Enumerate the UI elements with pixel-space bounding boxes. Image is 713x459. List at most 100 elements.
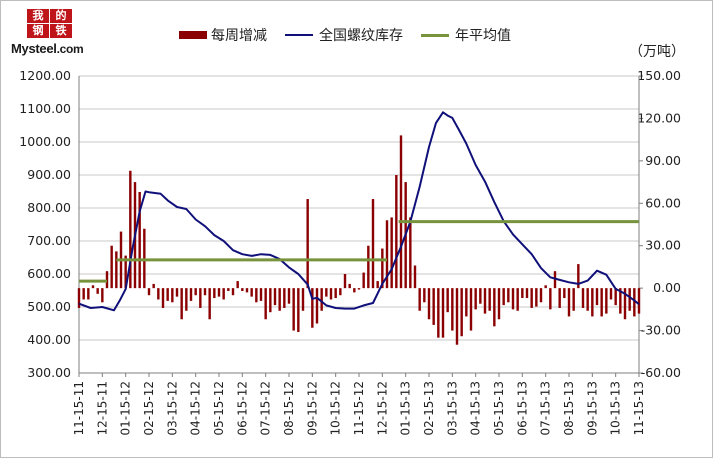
y-left-tick-label: 700.00 <box>27 233 71 248</box>
bar <box>129 170 132 289</box>
x-tick-label: 04-15-13 <box>469 381 483 435</box>
bar <box>166 288 169 301</box>
bar <box>269 288 272 313</box>
bar <box>185 288 188 311</box>
x-tick-label: 05-15-12 <box>212 381 226 435</box>
x-tick-label: 12-15-12 <box>375 381 389 435</box>
bar <box>152 283 155 289</box>
chart-legend: 每周增减 全国螺纹库存 年平均值 <box>179 25 529 45</box>
bar <box>101 288 104 303</box>
x-tick-label: 09-15-12 <box>305 381 319 435</box>
bar <box>348 283 351 289</box>
y-left-tick-label: 500.00 <box>27 299 71 314</box>
legend-label-bars: 每周增减 <box>211 28 267 44</box>
y-left-tick-label: 800.00 <box>27 200 71 215</box>
logo-char: 钢 <box>27 24 49 38</box>
inventory-line <box>78 111 640 312</box>
bar <box>376 281 379 289</box>
bar <box>250 288 253 297</box>
bar <box>82 288 85 300</box>
bar <box>623 288 627 320</box>
logo-char: 铁 <box>50 24 72 38</box>
bar <box>432 288 435 325</box>
bar <box>460 288 463 337</box>
bar <box>208 288 211 320</box>
x-tick-label: 04-15-12 <box>189 381 203 435</box>
bar <box>577 264 580 289</box>
y-right-tick-label: 30.00 <box>645 238 681 253</box>
bar <box>488 288 491 311</box>
mysteel-logo: 我 的 钢 铁 Mysteel.com <box>11 7 95 57</box>
bar <box>567 288 571 317</box>
bar <box>586 288 589 311</box>
bar <box>301 288 305 311</box>
right-axis-unit: （万吨） <box>629 44 685 60</box>
logo-char: 的 <box>50 9 72 23</box>
bar <box>418 288 421 311</box>
bar <box>287 288 291 304</box>
bar <box>581 288 585 308</box>
bar <box>437 288 440 338</box>
y-left-tick-label: 300.00 <box>27 365 71 380</box>
y-left-tick-label: 400.00 <box>27 332 71 347</box>
x-tick-label: 02-15-13 <box>422 381 436 435</box>
bar <box>395 175 398 289</box>
bar <box>614 288 617 306</box>
logo-char: 我 <box>27 9 49 23</box>
x-tick-label: 05-15-13 <box>492 381 506 435</box>
bar <box>427 288 431 320</box>
bar <box>633 288 636 317</box>
logo-domain: .com <box>56 42 84 56</box>
bar <box>549 288 552 310</box>
bar <box>259 288 263 301</box>
legend-item-line: 全国螺纹库存 <box>285 25 403 45</box>
legend-swatch-bars <box>179 31 207 39</box>
bar <box>525 288 529 299</box>
bar <box>502 288 505 306</box>
bar <box>157 288 160 300</box>
bar <box>171 288 174 303</box>
y-left-tick-label: 1200.00 <box>19 68 71 83</box>
bar <box>110 245 113 289</box>
y-right-tick-label: 90.00 <box>645 153 681 168</box>
bar <box>409 217 412 289</box>
x-tick-label: 10-15-13 <box>609 381 623 435</box>
bar <box>507 288 510 303</box>
legend-item-avg: 年平均值 <box>421 25 511 45</box>
x-tick-label: 08-15-12 <box>282 381 296 435</box>
bar <box>236 281 239 289</box>
bar <box>544 285 547 289</box>
bar <box>553 271 557 289</box>
bar <box>283 288 286 308</box>
y-right-tick-label: 150.00 <box>637 68 681 83</box>
x-tick-label: 10-15-12 <box>329 381 343 435</box>
bar <box>521 288 524 299</box>
x-tick-label: 11-15-12 <box>352 381 366 435</box>
bar <box>619 288 622 314</box>
bar <box>479 288 482 304</box>
bar <box>161 288 165 308</box>
bar <box>329 288 333 300</box>
bar <box>231 288 235 296</box>
bar <box>497 288 501 320</box>
logo-wordmark: Mysteel.com <box>11 41 84 56</box>
x-tick-label: 12-15-11 <box>95 381 109 435</box>
legend-swatch-avg <box>421 33 449 37</box>
x-tick-label: 11-15-13 <box>632 381 646 435</box>
bar <box>264 288 267 320</box>
bar <box>241 288 244 291</box>
bar <box>325 288 328 297</box>
x-tick-label: 03-15-13 <box>445 381 459 435</box>
bar <box>175 288 179 297</box>
bar <box>465 288 468 317</box>
legend-label-line: 全国螺纹库存 <box>319 28 403 44</box>
logo-cjk-block: 我 的 钢 铁 <box>27 9 73 38</box>
bar <box>213 288 216 299</box>
bar <box>222 288 225 300</box>
x-tick-label: 07-15-12 <box>259 381 273 435</box>
bar <box>227 288 230 291</box>
bar <box>124 255 127 289</box>
bar <box>371 199 375 289</box>
bar <box>367 245 370 289</box>
